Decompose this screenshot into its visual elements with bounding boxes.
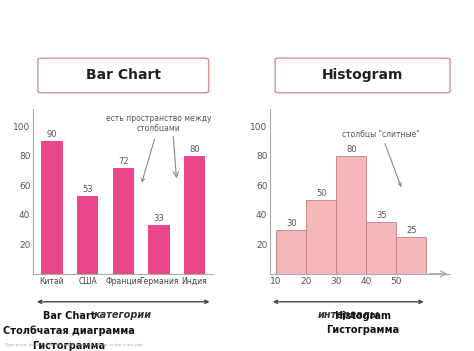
Bar [306,200,336,274]
Text: 53: 53 [82,185,93,194]
Text: Histogram: Histogram [322,68,403,82]
Text: 33: 33 [154,214,164,223]
Bar [396,237,426,274]
Bar [112,168,134,274]
Text: Histogram
Гистограмма: Histogram Гистограмма [326,311,399,336]
Text: 30: 30 [286,219,297,228]
Bar [77,196,98,274]
Bar [41,141,63,274]
Text: Оригинал: https://www.edrawsoft.com/histogram-vs-bar-chart.php: Оригинал: https://www.edrawsoft.com/hist… [5,344,143,347]
Text: Bar Chart
Столбчатая диаграмма
Гистограмма: Bar Chart Столбчатая диаграмма Гистограм… [3,311,135,351]
Text: 50: 50 [316,190,327,198]
Text: есть пространство между
столбцами: есть пространство между столбцами [106,114,211,181]
Bar [148,225,170,274]
Bar [276,230,306,274]
Text: 25: 25 [406,226,417,235]
Text: 80: 80 [346,145,356,154]
Text: интервалы: интервалы [318,310,379,320]
Bar [184,156,205,274]
Text: 80: 80 [189,145,200,154]
Text: 72: 72 [118,157,128,166]
Bar [366,222,396,274]
Text: столбцы "слитные": столбцы "слитные" [342,129,420,186]
Text: 35: 35 [376,211,387,220]
Text: Bar Chart: Bar Chart [86,68,161,82]
Bar [336,156,366,274]
Text: 90: 90 [47,131,57,139]
Text: категории: категории [94,310,152,320]
